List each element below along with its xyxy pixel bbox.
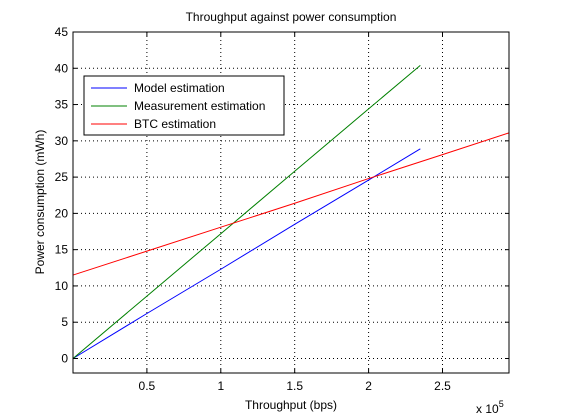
y-tick-label: 15: [55, 243, 69, 257]
legend-entries: Model estimation Measurement estimation BT…: [91, 81, 265, 131]
y-tick-label: 20: [55, 206, 69, 220]
series-line: [72, 132, 510, 276]
legend-label: Measurement estimation: [134, 99, 265, 113]
y-tick-label: 10: [55, 279, 69, 293]
y-tick-label: 35: [55, 98, 69, 112]
x-tick-label: 2.5: [434, 379, 451, 393]
y-tick-label: 40: [55, 61, 69, 75]
x-multiplier-base: x 10: [476, 402, 499, 416]
y-tick-label: 30: [55, 134, 69, 148]
x-multiplier-exponent: 5: [499, 399, 504, 409]
legend: Model estimation Measurement estimation BT…: [83, 75, 285, 136]
chart-title: Throughput against power consumption: [186, 10, 397, 24]
y-tick-label: 25: [55, 170, 69, 184]
y-tick-label: 45: [55, 25, 69, 39]
legend-label: Model estimation: [134, 81, 225, 95]
y-axis-label: Power consumption (mWh): [33, 130, 47, 275]
legend-label: BTC estimation: [134, 117, 216, 131]
x-axis-label: Throughput (bps): [245, 398, 337, 412]
y-tick-labels: 0 5 10 15 20 25 30 35 40 45: [55, 25, 69, 365]
x-tick-label: 1.5: [286, 379, 303, 393]
axis-ticks: [73, 31, 509, 373]
x-multiplier-label: x 105: [476, 399, 504, 416]
x-tick-labels: 0.5 1 1.5 2 2.5: [139, 379, 452, 393]
y-tick-label: 5: [61, 315, 68, 329]
series-line: [72, 148, 421, 359]
x-tick-label: 0.5: [139, 379, 156, 393]
x-tick-label: 2: [365, 379, 372, 393]
series-line: [72, 64, 421, 359]
x-tick-label: 1: [217, 379, 224, 393]
y-tick-label: 0: [61, 351, 68, 365]
series-lines: [72, 64, 510, 359]
plot-frame: [72, 31, 510, 374]
